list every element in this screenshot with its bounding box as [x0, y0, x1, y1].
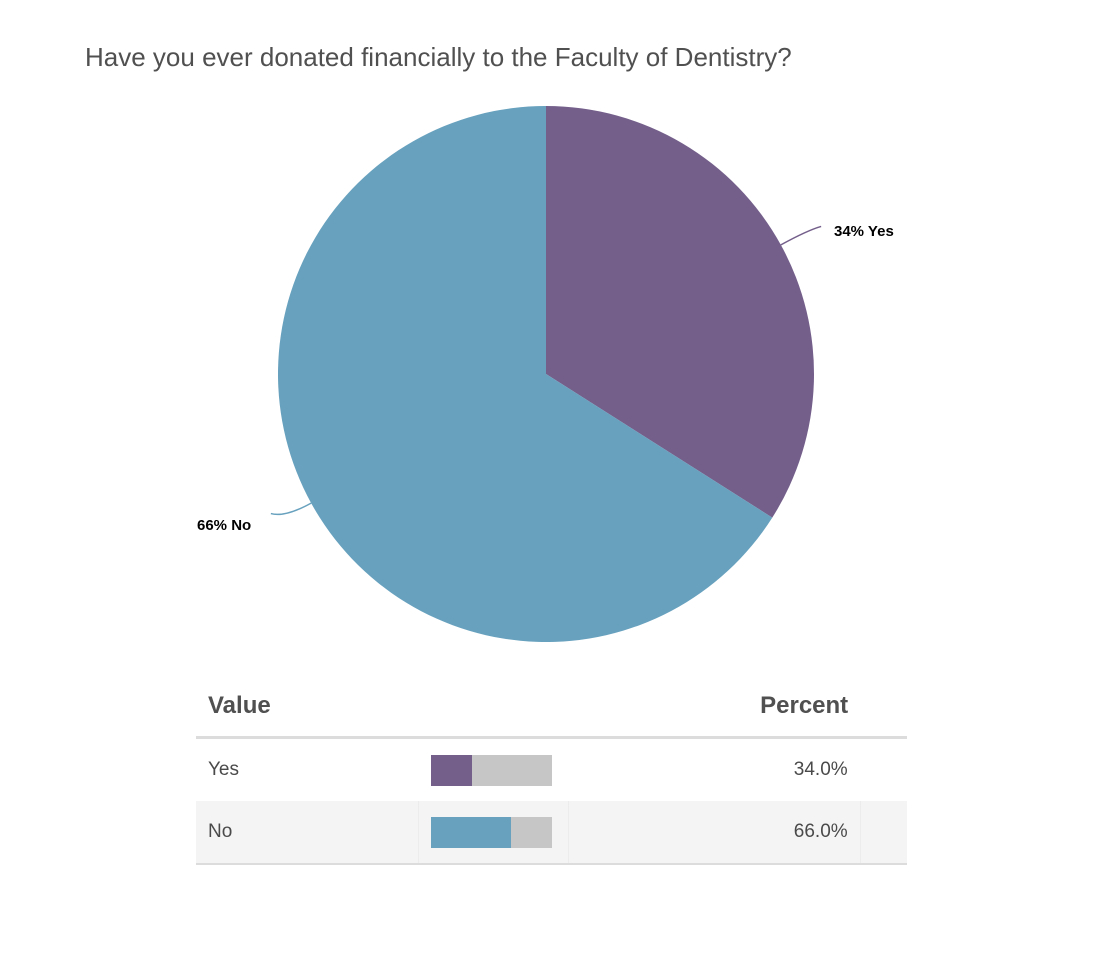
percent-bar-track-yes [431, 754, 553, 786]
results-table: Value Percent Yes 34.0% No 66.0% [196, 676, 907, 865]
leader-line-no [270, 502, 312, 516]
percent-bar-track-no [431, 816, 553, 848]
pie-slice-no[interactable] [277, 106, 773, 642]
column-header-percent: Percent [568, 676, 861, 739]
slice-label-no: 66% No [197, 517, 251, 534]
column-header-value: Value [196, 676, 569, 739]
percent-bar-fill-yes [431, 754, 473, 786]
row-label-no: No [196, 801, 419, 865]
table-header-row: Value Percent [196, 676, 907, 739]
table-row-yes: Yes 34.0% [196, 738, 907, 802]
bar-cell-yes [419, 738, 569, 802]
row-percent-no: 66.0% [568, 801, 861, 865]
leader-line-yes [780, 225, 822, 246]
row-label-yes: Yes [208, 759, 239, 780]
row-percent-yes: 34.0% [793, 759, 848, 780]
percent-bar-fill-no [431, 816, 512, 848]
slice-label-yes: 34% Yes [834, 223, 894, 240]
pie-slice-yes[interactable] [546, 106, 814, 518]
row-spacer-no [859, 801, 907, 865]
column-header-spacer [860, 676, 907, 739]
bar-cell-no [418, 801, 570, 865]
pie-chart: 34% Yes 66% No [197, 106, 894, 642]
table-row-no: No 66.0% [196, 801, 907, 865]
row-spacer-yes [860, 738, 907, 802]
question-title: Have you ever donated financially to the… [85, 42, 792, 72]
